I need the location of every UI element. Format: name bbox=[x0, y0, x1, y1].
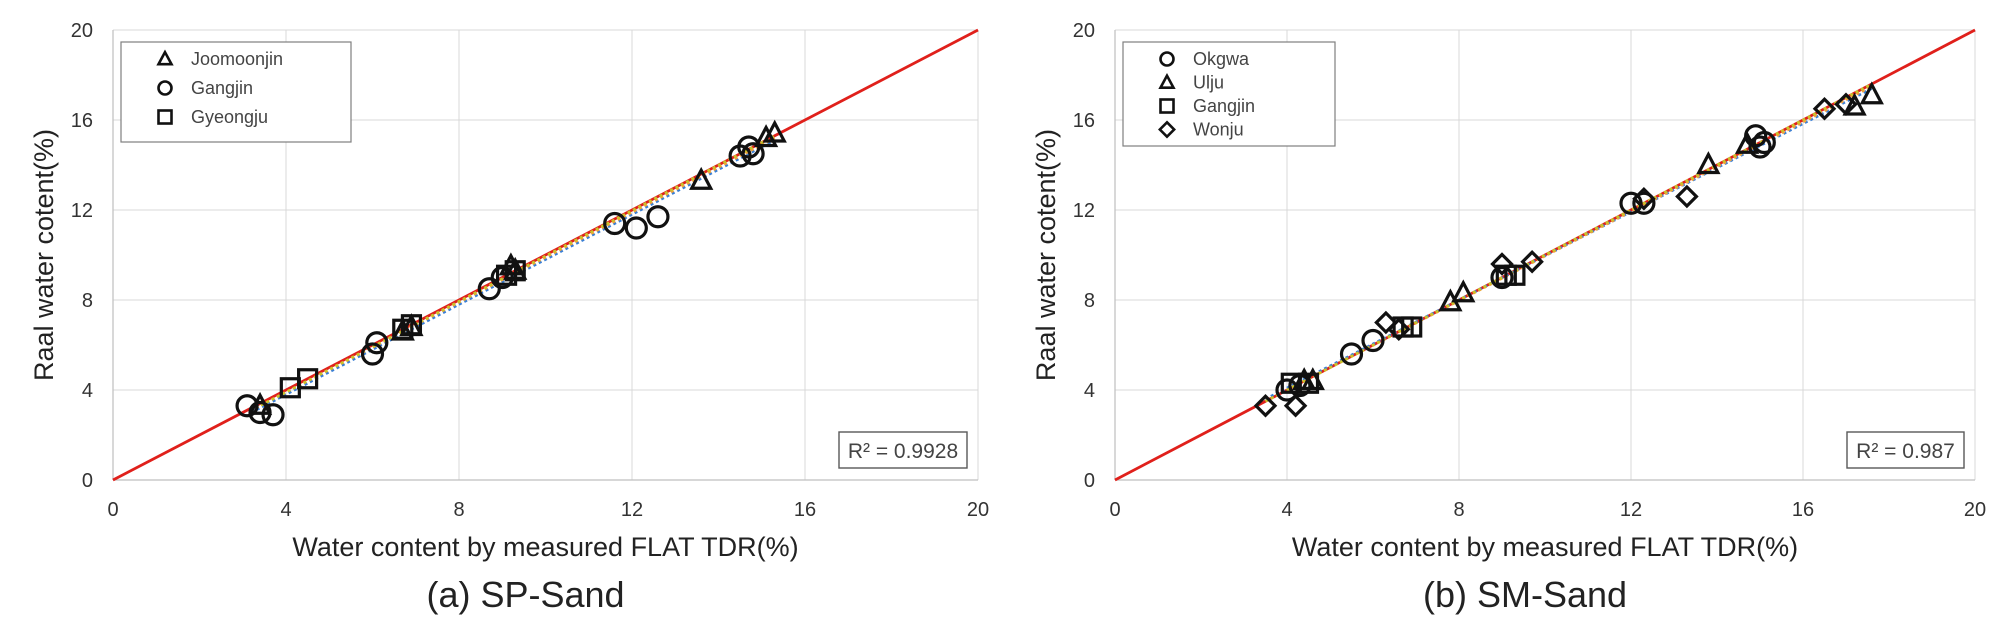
x-tick-label: 8 bbox=[1453, 499, 1464, 521]
data-point-gangjin bbox=[1504, 264, 1526, 286]
x-tick-label: 20 bbox=[1964, 499, 1986, 521]
x-tick-label: 20 bbox=[967, 499, 989, 521]
legend-label-gangjin: Gangjin bbox=[191, 78, 253, 98]
legend-marker-okgwa bbox=[1159, 51, 1175, 67]
r-squared-box bbox=[1846, 431, 1965, 469]
x-axis-title: Water content by measured FLAT TDR(%) bbox=[1292, 532, 1798, 562]
legend-marker-wonju bbox=[1158, 120, 1176, 139]
trend-line bbox=[250, 141, 771, 414]
y-tick-label: 0 bbox=[82, 470, 93, 492]
data-point-gangjin bbox=[477, 277, 501, 301]
data-point-gyeongju bbox=[297, 368, 319, 390]
legend-marker-ulju bbox=[1158, 72, 1176, 89]
data-point-wonju bbox=[1675, 184, 1699, 209]
legend-label-wonju: Wonju bbox=[1193, 120, 1244, 140]
data-point-wonju bbox=[1632, 186, 1656, 211]
r-squared-label: R² = 0.9928 bbox=[848, 440, 958, 463]
legend-marker-gangjin bbox=[1159, 98, 1175, 114]
data-point-gangjin bbox=[646, 205, 670, 229]
data-point-wonju bbox=[1520, 249, 1544, 274]
data-point-wonju bbox=[1490, 252, 1514, 276]
data-point-wonju bbox=[1253, 393, 1278, 418]
data-point-okgwa bbox=[1339, 342, 1364, 366]
y-tick-label: 12 bbox=[1073, 200, 1095, 222]
data-point-wonju bbox=[1812, 96, 1837, 121]
y-tick-label: 0 bbox=[1084, 470, 1095, 492]
data-point-okgwa bbox=[1632, 191, 1656, 215]
data-point-gyeongju bbox=[504, 260, 526, 282]
y-tick-label: 8 bbox=[1084, 290, 1095, 312]
data-point-gangjin bbox=[360, 342, 385, 366]
series-gangjin bbox=[1280, 264, 1526, 394]
y-tick-label: 4 bbox=[1084, 380, 1095, 402]
data-point-okgwa bbox=[1748, 135, 1772, 159]
y-axis-title: Raal water cotent(%) bbox=[1031, 129, 1061, 381]
data-point-okgwa bbox=[1361, 328, 1385, 353]
data-point-ulju bbox=[1451, 279, 1476, 303]
x-tick-label: 8 bbox=[453, 499, 464, 521]
chart-caption: (b) SM-Sand bbox=[1423, 574, 1627, 615]
data-point-wonju bbox=[1387, 317, 1411, 342]
data-point-gangjin bbox=[365, 331, 389, 355]
x-tick-label: 0 bbox=[107, 499, 118, 521]
data-point-gangjin bbox=[1297, 372, 1320, 394]
y-axis-title: Raal water cotent(%) bbox=[29, 129, 59, 381]
y-tick-label: 12 bbox=[71, 200, 93, 222]
data-point-gangjin bbox=[261, 403, 285, 427]
series-gangjin bbox=[235, 135, 765, 427]
r-squared-label: R² = 0.987 bbox=[1856, 440, 1955, 463]
chart-caption: (a) SP-Sand bbox=[426, 574, 624, 615]
legend: Joomoonjin Gangjin Gyeongju bbox=[120, 41, 352, 143]
data-point-ulju bbox=[1696, 151, 1721, 175]
x-tick-label: 0 bbox=[1109, 499, 1120, 521]
x-tick-label: 12 bbox=[621, 499, 643, 521]
data-point-gangjin bbox=[248, 400, 272, 425]
legend-label-joomoonjin: Joomoonjin bbox=[191, 49, 283, 69]
legend-box bbox=[1122, 41, 1336, 147]
x-tick-label: 16 bbox=[794, 499, 816, 521]
x-tick-label: 16 bbox=[1792, 499, 1814, 521]
chart-sp-sand: 0 4 8 12 16 20 0 4 8 12 16 20 Joomoonjin Gangjin Gyeon… bbox=[29, 20, 989, 615]
data-point-wonju bbox=[1834, 92, 1858, 117]
y-tick-label: 8 bbox=[82, 290, 93, 312]
legend: Okgwa Ulju Gangjin Wonju bbox=[1122, 41, 1336, 147]
y-tick-label: 20 bbox=[1073, 20, 1095, 42]
data-point-gangjin bbox=[235, 394, 259, 418]
series-wonju bbox=[1253, 92, 1858, 418]
legend-label-okgwa: Okgwa bbox=[1193, 49, 1250, 69]
data-point-ulju bbox=[1859, 81, 1884, 105]
data-point-wonju bbox=[1374, 310, 1398, 335]
data-point-gyeongju bbox=[400, 314, 423, 336]
series-gyeongju bbox=[279, 260, 526, 399]
x-tick-label: 4 bbox=[280, 499, 291, 521]
data-point-joomoonjin bbox=[762, 119, 787, 143]
y-tick-label: 16 bbox=[71, 110, 93, 132]
chart-sm-sand: 0 4 8 12 16 20 0 4 8 12 16 20 Okgwa Ulju Gangjin Wonju R… bbox=[1031, 20, 1986, 615]
data-point-gangjin bbox=[1401, 316, 1423, 338]
legend-marker-gyeongju bbox=[157, 109, 173, 125]
legend-label-ulju: Ulju bbox=[1193, 73, 1224, 93]
x-tick-label: 12 bbox=[1620, 499, 1642, 521]
data-point-ulju bbox=[1842, 92, 1867, 116]
y-tick-label: 20 bbox=[71, 20, 93, 42]
trend-line bbox=[255, 134, 776, 410]
data-point-wonju bbox=[1283, 393, 1308, 418]
legend-label-gyeongju: Gyeongju bbox=[191, 107, 268, 127]
data-point-joomoonjin bbox=[689, 166, 714, 190]
x-tick-label: 4 bbox=[1281, 499, 1292, 521]
r-squared-box bbox=[838, 431, 968, 469]
data-point-ulju bbox=[1734, 130, 1760, 154]
legend-marker-gangjin bbox=[157, 80, 173, 96]
y-tick-label: 16 bbox=[1073, 110, 1095, 132]
legend-marker-joomoonjin bbox=[156, 49, 174, 66]
data-point-gangjin bbox=[603, 211, 627, 236]
y-tick-label: 4 bbox=[82, 380, 93, 402]
data-point-gangjin bbox=[741, 142, 765, 166]
x-axis-title: Water content by measured FLAT TDR(%) bbox=[292, 532, 798, 562]
data-point-gangjin bbox=[624, 216, 648, 240]
data-point-joomoonjin bbox=[753, 124, 779, 148]
data-point-okgwa bbox=[1752, 130, 1776, 155]
legend-label-gangjin: Gangjin bbox=[1193, 96, 1255, 116]
